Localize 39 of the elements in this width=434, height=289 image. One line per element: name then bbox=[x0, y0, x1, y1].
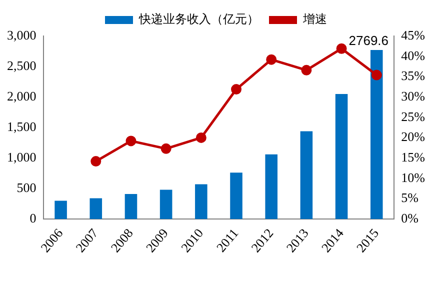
bar bbox=[265, 154, 278, 220]
y2-tick-label: 20% bbox=[401, 129, 426, 144]
bar bbox=[300, 131, 313, 220]
y2-tick-label: 15% bbox=[401, 149, 426, 164]
bar bbox=[124, 194, 138, 220]
bar bbox=[160, 190, 172, 220]
y-tick-label: 1,000 bbox=[7, 149, 36, 164]
bar bbox=[195, 184, 208, 220]
y2-tick-label: 35% bbox=[401, 68, 426, 84]
point bbox=[301, 64, 312, 76]
legend-label: 增速 bbox=[302, 12, 327, 26]
y2-tick-label: 10% bbox=[401, 170, 426, 185]
y-tick-label: 1,500 bbox=[7, 118, 36, 134]
point bbox=[336, 43, 347, 54]
data-label: 2769.6 bbox=[348, 33, 389, 48]
y-tick-label: 2,500 bbox=[7, 58, 36, 73]
bar bbox=[90, 198, 102, 220]
point bbox=[266, 54, 277, 65]
y-tick-label: 0 bbox=[30, 210, 36, 226]
y-tick-label: 2,000 bbox=[7, 88, 36, 104]
point bbox=[126, 136, 136, 146]
point bbox=[160, 143, 172, 154]
y-tick-label: 500 bbox=[16, 180, 36, 195]
y2-tick-label: 45% bbox=[401, 27, 426, 42]
bar bbox=[54, 200, 67, 220]
y2-tick-label: 25% bbox=[401, 108, 426, 124]
point bbox=[371, 70, 382, 80]
y2-tick-label: 0% bbox=[401, 210, 419, 226]
point bbox=[90, 156, 102, 167]
bar bbox=[370, 50, 383, 220]
y-tick-label: 3,000 bbox=[7, 27, 36, 42]
bar bbox=[230, 172, 242, 220]
y2-tick-label: 40% bbox=[401, 48, 426, 63]
point bbox=[196, 132, 206, 143]
y2-tick-label: 30% bbox=[401, 88, 426, 104]
bar bbox=[335, 94, 348, 220]
point bbox=[231, 84, 242, 95]
legend-label: 快递业务收入（亿元） bbox=[138, 12, 259, 26]
y2-tick-label: 5% bbox=[401, 190, 419, 206]
